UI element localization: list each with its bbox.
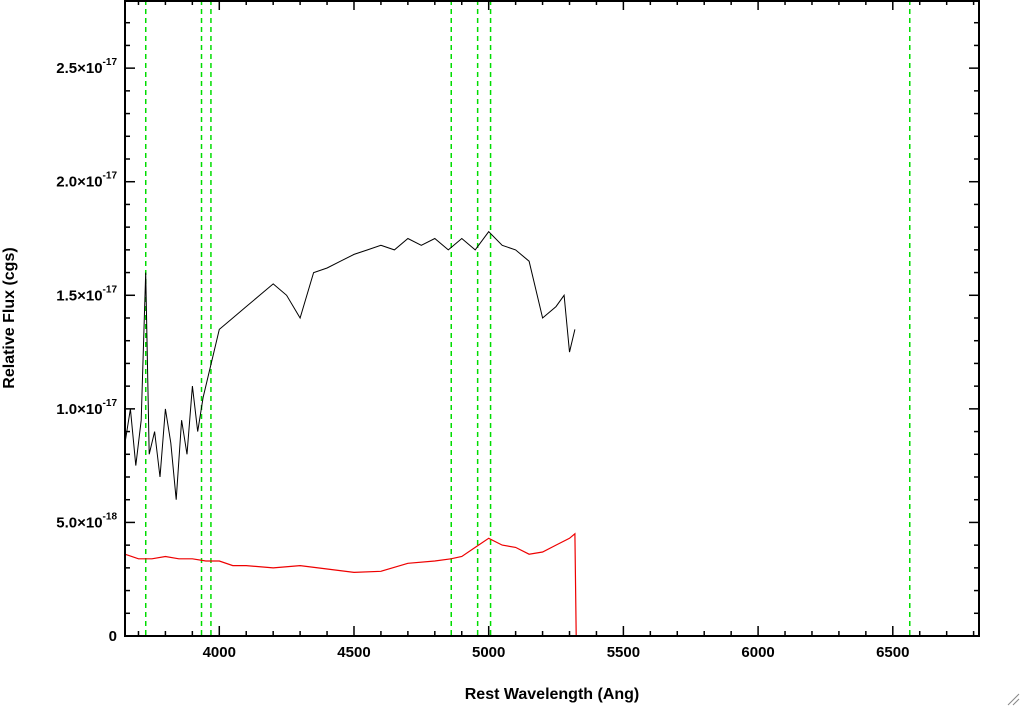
x-tick-label: 4000	[203, 644, 236, 661]
y-tick-label: 0	[109, 628, 117, 645]
x-axis: 4000 4500 5000 5500 6000 6500	[137, 0, 975, 661]
series-layer	[124, 230, 979, 637]
y-tick-label: 1.5×10-17	[56, 284, 117, 304]
x-axis-label: Rest Wavelength (Ang)	[465, 686, 640, 703]
emission-line-markers	[144, 0, 911, 636]
x-tick-label: 6500	[876, 644, 909, 661]
flux-series-line	[124, 230, 576, 500]
y-tick-label: 5.0×10-18	[56, 511, 117, 531]
x-tick-label: 4500	[337, 644, 370, 661]
error-series-line	[124, 532, 979, 637]
y-tick-label: 2.0×10-17	[56, 171, 117, 191]
resize-grip-icon[interactable]	[1007, 693, 1020, 706]
y-tick-label: 1.0×10-17	[56, 398, 117, 418]
y-axis: 0 5.0×10-18 1.0×10-17 1.5×10-17 2.0×10-17 2.5…	[56, 0, 979, 645]
y-tick-label: 2.5×10-17	[56, 57, 117, 77]
x-tick-label: 5500	[607, 644, 640, 661]
x-tick-label: 6000	[741, 644, 774, 661]
x-tick-label: 5000	[472, 644, 505, 661]
y-axis-label: Relative Flux (cgs)	[1, 247, 18, 388]
